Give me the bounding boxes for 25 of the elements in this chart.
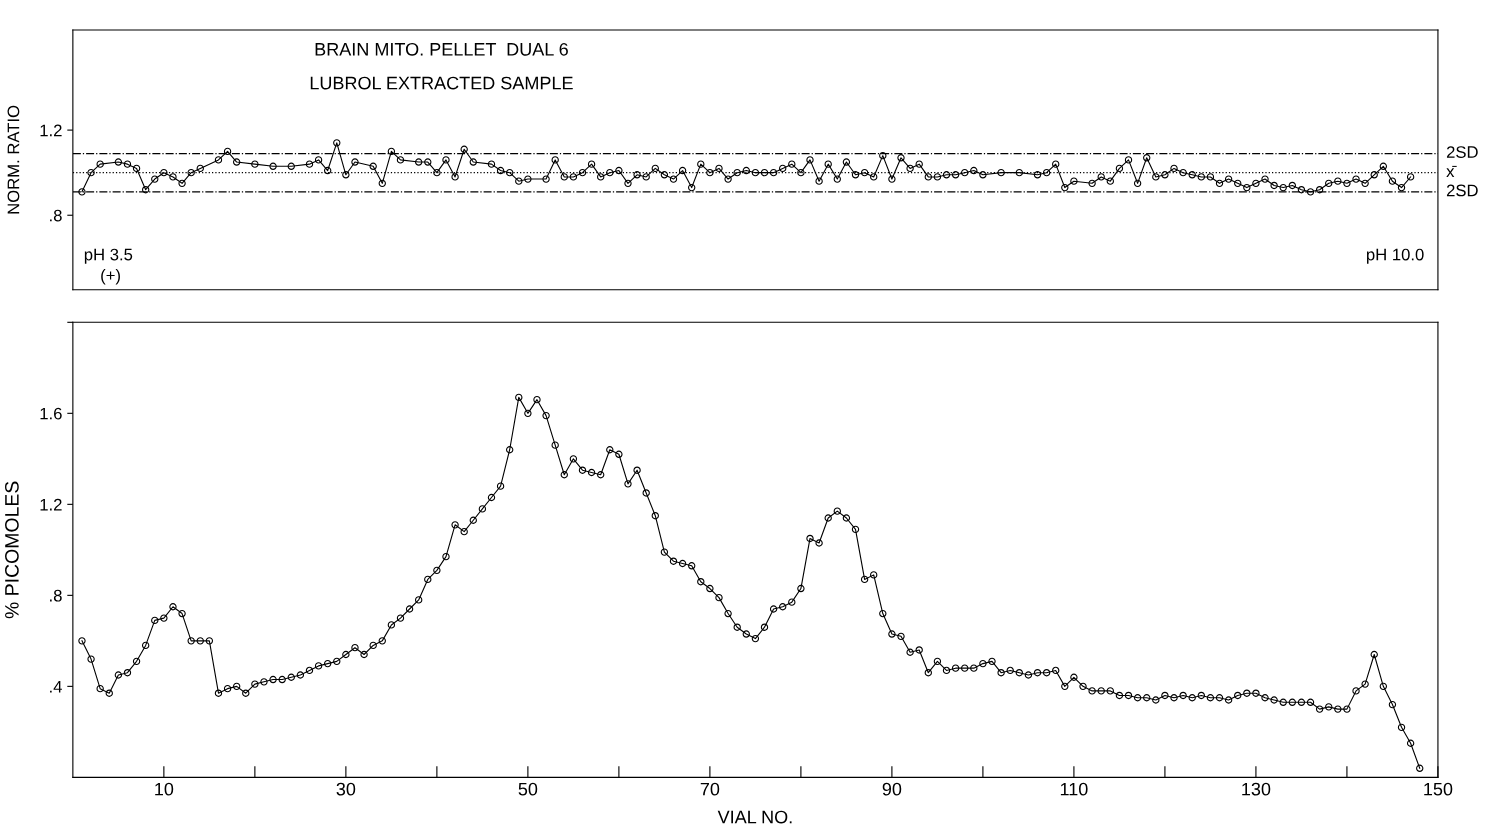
annotation: (+) xyxy=(101,268,120,285)
x-tick-label: 130 xyxy=(1242,782,1271,796)
y-tick-label: .8 xyxy=(50,589,62,602)
x-tick-label: 70 xyxy=(700,782,720,796)
y-tick-label: .8 xyxy=(50,209,62,222)
x-tick-label: 10 xyxy=(155,782,174,796)
y-tick-label: 1.2 xyxy=(40,124,62,137)
ref-line-label: x̄ xyxy=(1446,165,1457,177)
x-tick-label: 150 xyxy=(1424,782,1453,796)
y-axis-title: NORM. RATIO xyxy=(7,105,20,214)
x-tick-label: 50 xyxy=(518,782,538,796)
annotation: pH 10.0 xyxy=(1366,248,1424,264)
y-tick-label: 1.2 xyxy=(40,498,62,511)
x-tick-label: 110 xyxy=(1060,782,1088,796)
y-axis-title: % PICOMOLES xyxy=(5,481,19,619)
text: BRAIN MITO. PELLET DUAL 6 xyxy=(315,42,568,56)
x-tick-label: 90 xyxy=(882,782,902,796)
y-tick-label: .4 xyxy=(50,680,62,693)
y-tick-label: 1.6 xyxy=(40,407,62,420)
ref-line-label: 2SD xyxy=(1446,146,1478,158)
text: LUBROL EXTRACTED SAMPLE xyxy=(310,76,573,90)
x-axis-title: VIAL NO. xyxy=(717,810,792,824)
ref-line-label: 2SD xyxy=(1446,184,1478,197)
x-tick-label: 30 xyxy=(336,782,356,796)
annotation: pH 3.5 xyxy=(84,248,133,264)
